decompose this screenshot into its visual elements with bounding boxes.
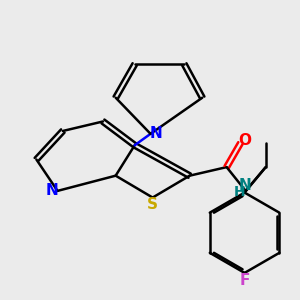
Text: N: N	[149, 126, 162, 141]
Text: N: N	[239, 178, 251, 193]
Text: O: O	[238, 133, 251, 148]
Text: F: F	[239, 273, 250, 288]
Text: S: S	[147, 196, 158, 211]
Text: N: N	[46, 183, 58, 198]
Text: H: H	[234, 185, 245, 200]
